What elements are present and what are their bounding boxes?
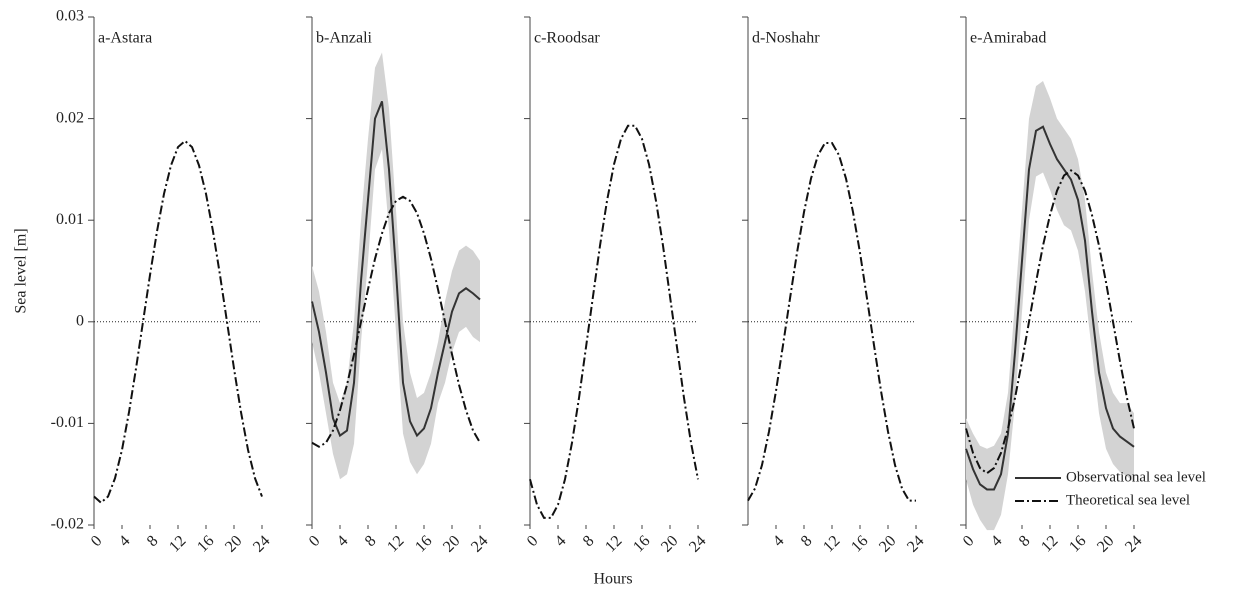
x-tick-label: 12 bbox=[820, 532, 843, 555]
x-tick-label: 4 bbox=[116, 532, 134, 550]
y-tick-label: 0.02 bbox=[56, 109, 84, 126]
panel-title: d-Noshahr bbox=[752, 30, 820, 47]
x-tick-label: 16 bbox=[412, 532, 435, 555]
x-tick-label: 20 bbox=[1094, 532, 1117, 555]
x-tick-label: 0 bbox=[960, 532, 978, 550]
x-tick-label: 16 bbox=[848, 532, 871, 555]
series-line bbox=[93, 139, 263, 504]
series-line bbox=[965, 125, 1135, 491]
y-tick-label: -0.02 bbox=[51, 516, 84, 533]
x-tick-label: 24 bbox=[1122, 532, 1145, 555]
x-tick-label: 0 bbox=[88, 532, 106, 550]
legend-label: Theoretical sea level bbox=[1066, 492, 1190, 508]
x-tick-label: 8 bbox=[798, 532, 816, 550]
x-tick-label: 12 bbox=[1038, 532, 1061, 555]
y-tick-label: 0.01 bbox=[56, 211, 84, 228]
x-tick-label: 4 bbox=[552, 532, 570, 550]
x-tick-label: 12 bbox=[166, 532, 189, 555]
y-axis-label: Sea level [m] bbox=[13, 228, 30, 313]
x-tick-label: 4 bbox=[770, 532, 788, 550]
x-tick-label: 24 bbox=[250, 532, 273, 555]
x-tick-label: 20 bbox=[658, 532, 681, 555]
x-tick-label: 20 bbox=[876, 532, 899, 555]
x-tick-label: 24 bbox=[904, 532, 927, 555]
y-tick-label: -0.01 bbox=[51, 414, 84, 431]
panel-title: c-Roodsar bbox=[534, 30, 600, 47]
series-line bbox=[529, 124, 699, 519]
y-tick-label: 0 bbox=[76, 312, 84, 329]
x-tick-label: 8 bbox=[144, 532, 162, 550]
series-line bbox=[747, 141, 916, 502]
x-tick-label: 12 bbox=[384, 532, 407, 555]
series-line bbox=[311, 195, 481, 448]
x-tick-label: 20 bbox=[440, 532, 463, 555]
x-tick-label: 20 bbox=[222, 532, 245, 555]
x-tick-label: 16 bbox=[630, 532, 653, 555]
panel-title: e-Amirabad bbox=[970, 30, 1046, 47]
panel-title: a-Astara bbox=[98, 30, 152, 47]
x-tick-label: 16 bbox=[1066, 532, 1089, 555]
x-axis-label: Hours bbox=[593, 571, 632, 588]
legend-label: Observational sea level bbox=[1066, 469, 1206, 485]
x-tick-label: 8 bbox=[1016, 532, 1034, 550]
series-line bbox=[965, 169, 1135, 475]
x-tick-label: 4 bbox=[988, 532, 1006, 550]
x-tick-label: 16 bbox=[194, 532, 217, 555]
series-line bbox=[311, 100, 481, 438]
x-tick-label: 24 bbox=[686, 532, 709, 555]
x-tick-label: 12 bbox=[602, 532, 625, 555]
x-tick-label: 24 bbox=[468, 532, 491, 555]
panel-title: b-Anzali bbox=[316, 30, 373, 47]
y-tick-label: 0.03 bbox=[56, 8, 84, 25]
x-tick-label: 0 bbox=[524, 532, 542, 550]
x-tick-label: 0 bbox=[306, 532, 324, 550]
x-tick-label: 8 bbox=[362, 532, 380, 550]
x-tick-label: 4 bbox=[334, 532, 352, 550]
x-tick-label: 8 bbox=[580, 532, 598, 550]
confidence-band bbox=[966, 81, 1134, 531]
